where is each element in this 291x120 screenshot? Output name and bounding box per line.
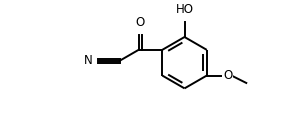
Text: O: O [223,69,232,82]
Text: HO: HO [175,3,194,16]
Text: O: O [135,16,145,29]
Text: N: N [84,54,93,67]
